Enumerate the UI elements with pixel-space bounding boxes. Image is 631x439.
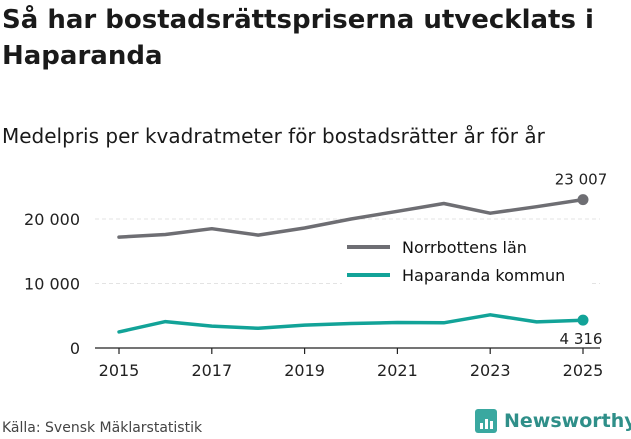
x-tick-label: 2025	[563, 361, 604, 380]
bar-chart-icon	[475, 409, 497, 433]
line-chart: 0 10 000 20 000 2015 2017 2019 2021 2023 2025 No…	[24, 171, 608, 380]
chart-subtitle: Medelpris per kvadratmeter för bostadsrä…	[2, 124, 545, 148]
source-note: Källa: Svensk Mäklarstatistik	[2, 420, 203, 436]
series-end-label-0: 23 007	[555, 171, 608, 189]
series-line-0	[117, 197, 585, 239]
x-tick-label: 2019	[284, 361, 325, 380]
legend-label-0: Norrbottens län	[402, 238, 527, 257]
x-tick-label: 2021	[377, 361, 418, 380]
series-endpoint-0	[577, 194, 589, 206]
x-tick-label: 2015	[99, 361, 140, 380]
chart-title: Så har bostadsrättspriserna utvecklats i…	[2, 5, 594, 71]
brand-name: Newsworthy	[504, 410, 631, 432]
series-line-1	[117, 313, 585, 334]
series-endpoint-1	[577, 314, 589, 326]
legend-label-1: Haparanda kommun	[402, 266, 565, 285]
newsworthy-logo: Newsworthy	[475, 409, 631, 433]
y-tick-label: 10 000	[24, 275, 80, 294]
x-tick-label: 2017	[191, 361, 232, 380]
y-tick-label: 0	[70, 339, 80, 358]
y-tick-label: 20 000	[24, 210, 80, 229]
series-end-label-1: 4 316	[560, 330, 603, 348]
x-tick-label: 2023	[470, 361, 511, 380]
